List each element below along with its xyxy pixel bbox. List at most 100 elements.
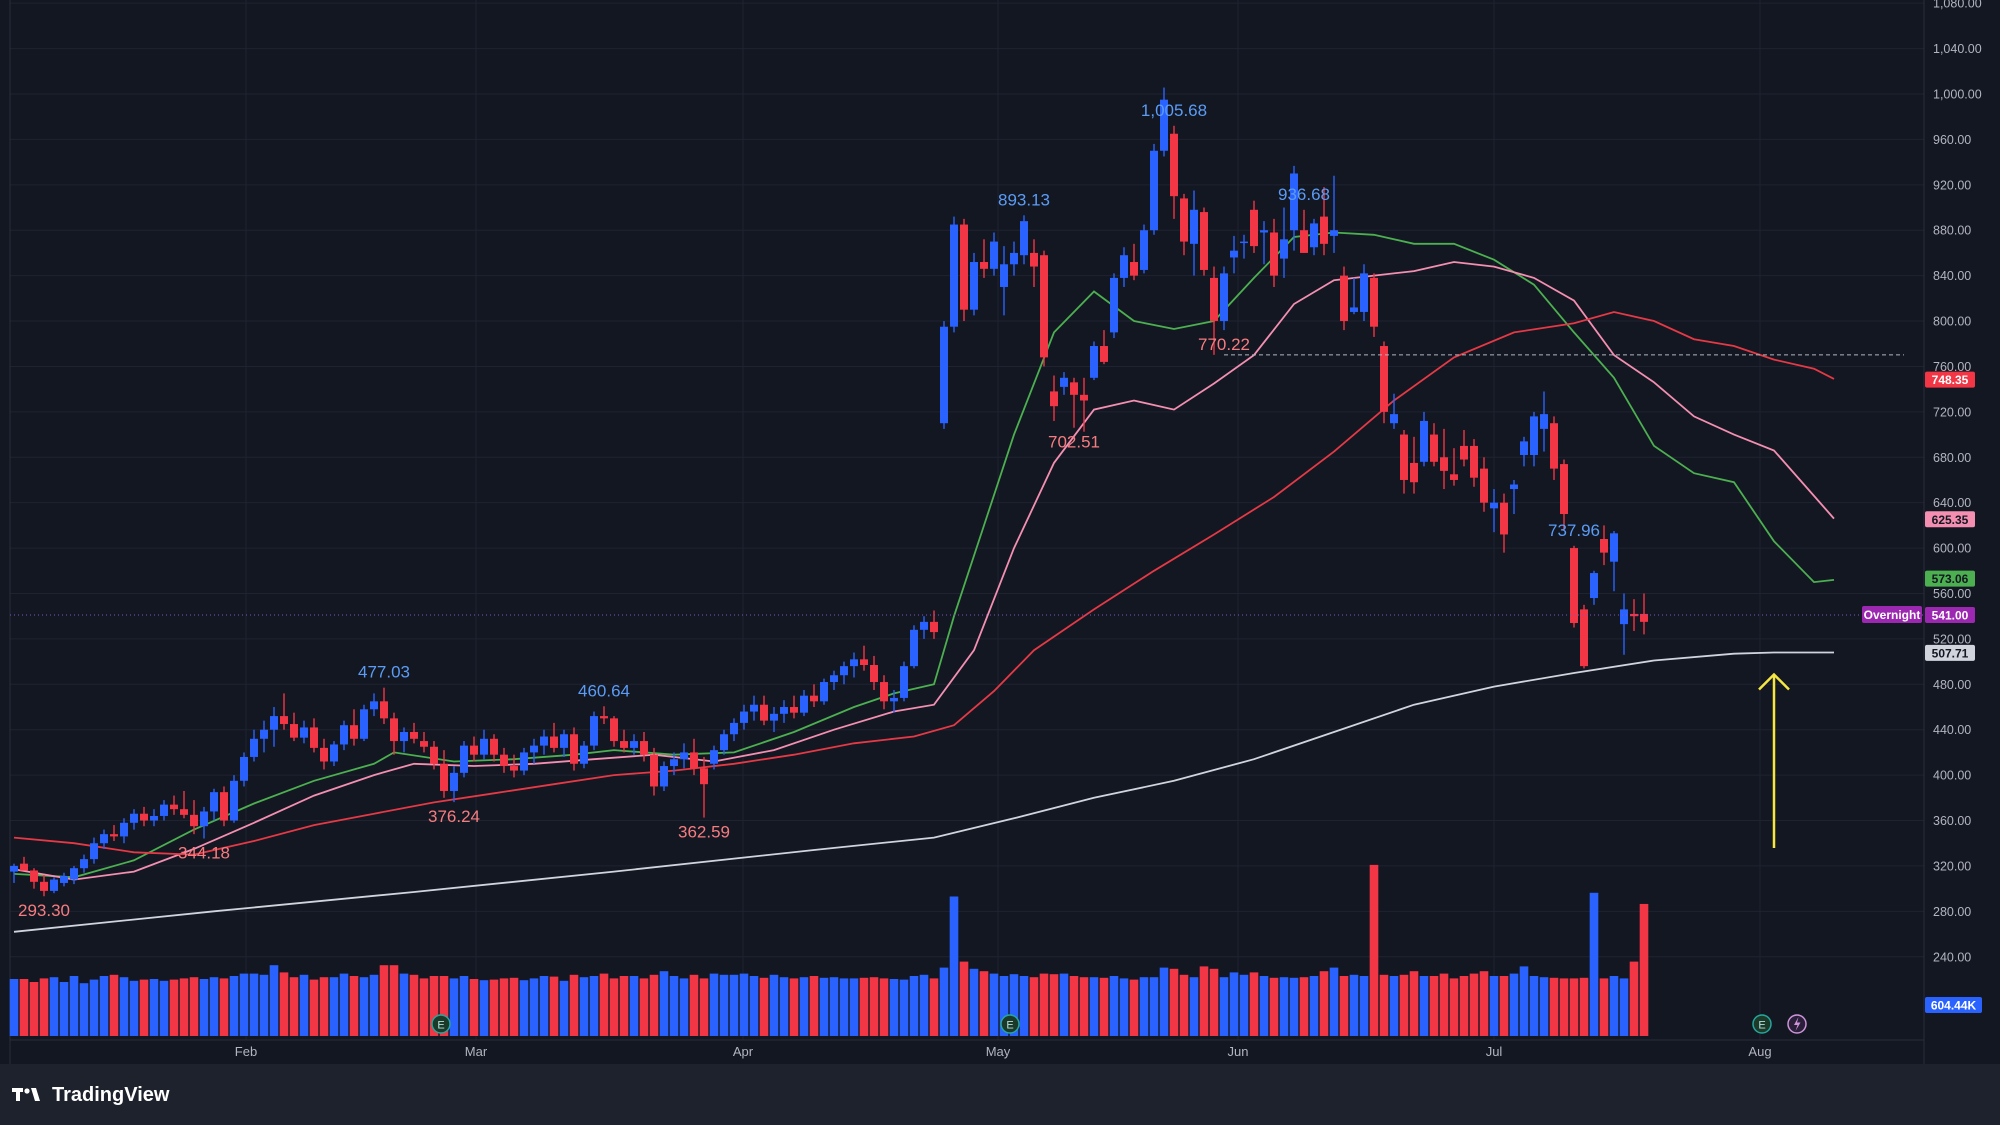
candle-body <box>1250 209 1258 247</box>
volume-bar <box>1219 977 1229 1036</box>
candle <box>1030 239 1038 287</box>
candle <box>430 741 438 770</box>
candle <box>580 741 588 769</box>
price-badge-text: 573.06 <box>1932 572 1969 586</box>
candle-body <box>1190 209 1198 244</box>
volume-bar <box>159 980 169 1036</box>
volume-bar <box>559 980 569 1036</box>
moving-average-green <box>13 231 1835 879</box>
candle-body <box>780 707 788 714</box>
price-label-high: 893.13 <box>998 190 1050 209</box>
volume-bar <box>519 980 529 1036</box>
candle <box>450 766 458 803</box>
volume-bar <box>49 977 59 1036</box>
volume-bar <box>1479 971 1489 1036</box>
candle-body <box>1180 198 1188 242</box>
price-label-high: 737.96 <box>1548 521 1600 540</box>
candle-body <box>220 792 228 821</box>
candle <box>1550 416 1558 480</box>
candle-body <box>1640 613 1648 622</box>
y-tick-label: 1,000.00 <box>1933 88 1982 102</box>
price-badge-box <box>1925 570 1975 587</box>
volume-bar <box>859 977 869 1036</box>
candle-body <box>1080 394 1088 401</box>
candle-body <box>310 727 318 748</box>
volume-bar <box>689 974 699 1036</box>
candle-body <box>630 741 638 748</box>
candle-body <box>1620 609 1628 625</box>
volume-bar <box>169 979 179 1036</box>
candle-body <box>510 766 518 771</box>
volume-bar <box>599 973 609 1036</box>
candle <box>690 738 698 776</box>
candle-body <box>140 813 148 821</box>
candle-body <box>410 731 418 739</box>
candle <box>730 718 738 742</box>
volume-bar <box>1439 973 1449 1036</box>
candle <box>1420 411 1428 467</box>
candle-body <box>1450 474 1458 480</box>
tradingview-logo[interactable]: TradingView <box>12 1083 169 1107</box>
volume-bar <box>829 977 839 1036</box>
candle-body <box>880 682 888 702</box>
time-axis: Feb Mar Apr May Jun Jul Aug <box>235 1044 1772 1059</box>
y-tick-label: 880.00 <box>1933 224 1971 238</box>
volume-bar <box>1429 976 1439 1036</box>
volume-bar <box>459 976 469 1036</box>
candle <box>1330 175 1338 253</box>
candle-body <box>1010 252 1018 265</box>
candle <box>60 872 68 887</box>
volume-bar <box>739 973 749 1036</box>
volume-bar <box>1049 974 1059 1036</box>
candle <box>330 741 338 767</box>
candle-body <box>1050 391 1058 407</box>
volume-bar <box>669 976 679 1036</box>
volume-bar <box>489 979 499 1036</box>
candle <box>130 809 138 830</box>
candle <box>640 731 648 762</box>
overnight-tag-text: Overnight <box>1864 608 1921 622</box>
candle-body <box>470 745 478 755</box>
candle-body <box>830 675 838 683</box>
candle <box>1450 448 1458 486</box>
volume-bar <box>1349 974 1359 1036</box>
candle-body <box>700 768 708 785</box>
volume-bars <box>9 864 1649 1036</box>
candle <box>1190 190 1198 276</box>
candle <box>1100 330 1108 365</box>
candle-body <box>1580 609 1588 667</box>
volume-bar <box>1419 976 1429 1036</box>
candle <box>560 729 568 757</box>
volume-bar <box>389 965 399 1036</box>
candle-body <box>570 734 578 764</box>
x-tick-label: Feb <box>235 1044 257 1059</box>
volume-bar <box>569 974 579 1036</box>
volume-bar <box>1069 976 1079 1036</box>
volume-bar <box>1249 972 1259 1036</box>
price-badge-text: 541.00 <box>1932 609 1969 623</box>
price-badge: 507.71 <box>1925 644 1975 661</box>
volume-bar <box>749 976 759 1036</box>
volume-bar <box>1169 968 1179 1036</box>
volume-bar <box>139 979 149 1036</box>
volume-bar <box>299 974 309 1036</box>
y-tick-label: 840.00 <box>1933 269 1971 283</box>
price-chart[interactable]: 293.30 344.18 477.03 376.24 460.64 362.59 893.… <box>0 0 2000 1064</box>
volume-bar <box>899 979 909 1036</box>
candle-body <box>420 741 428 747</box>
volume-bar <box>219 978 229 1036</box>
candle <box>1060 372 1068 395</box>
high-low-labels: 293.30 344.18 477.03 376.24 460.64 362.59 893.… <box>18 101 1600 920</box>
candle <box>990 232 998 276</box>
grid <box>9 0 1925 1064</box>
candle-body <box>1170 133 1178 197</box>
moving-average-white <box>13 651 1834 933</box>
candle <box>480 729 488 760</box>
candle-body <box>30 870 38 882</box>
volume-bar <box>1409 971 1419 1036</box>
candle-body <box>530 745 538 753</box>
volume-bar <box>29 982 39 1036</box>
candle-body <box>1510 484 1518 490</box>
volume-bar <box>1369 864 1379 1036</box>
